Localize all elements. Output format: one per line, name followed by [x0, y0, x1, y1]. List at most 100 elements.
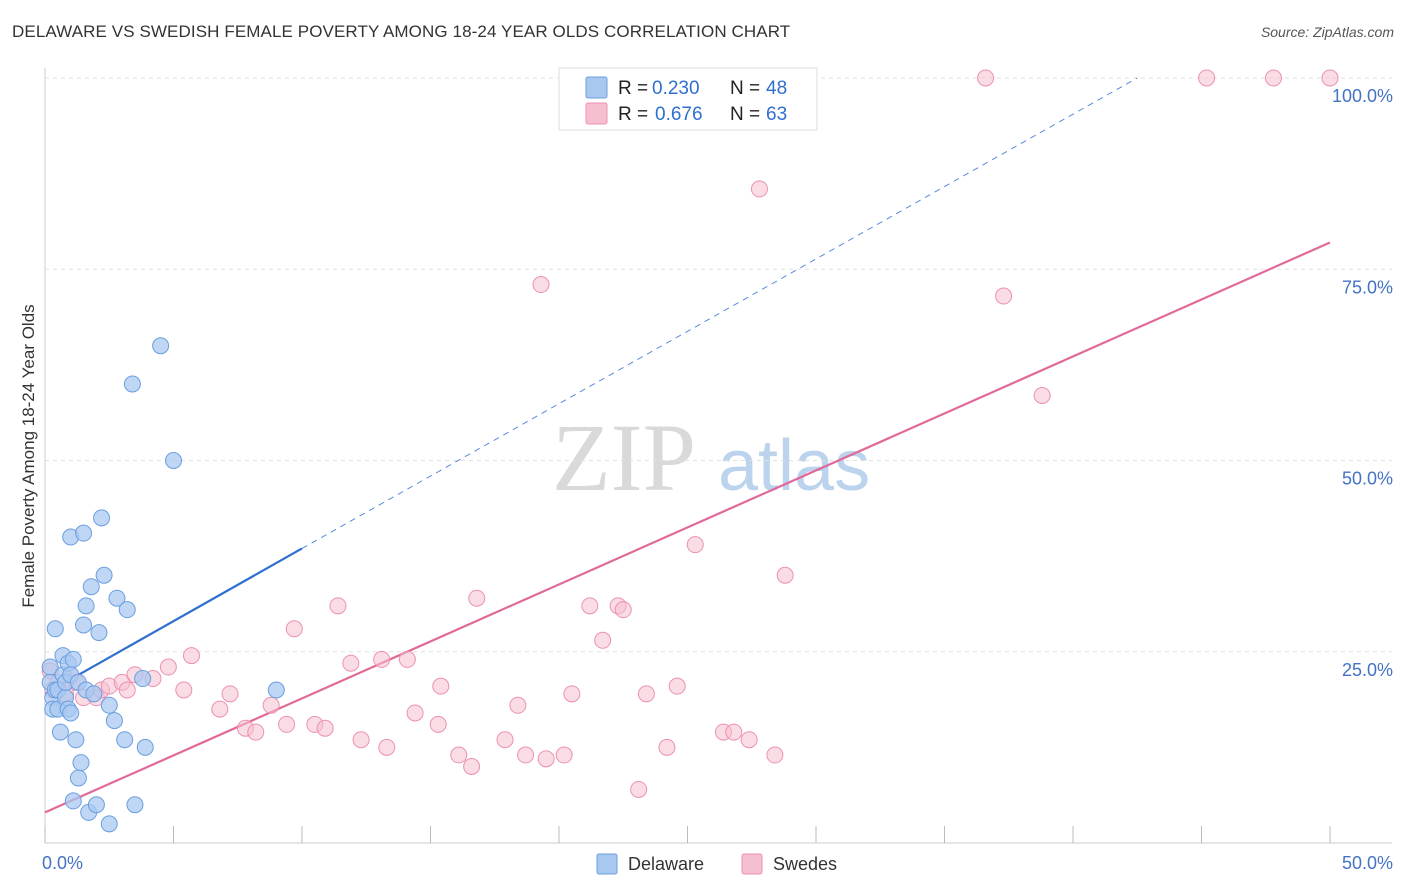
delaware-point — [46, 620, 64, 638]
series-legend-swatch-swedes — [741, 853, 763, 875]
delaware-point — [118, 601, 136, 619]
delaware-trend-line — [44, 547, 303, 695]
swedes-point — [614, 601, 632, 619]
delaware-point — [85, 685, 103, 703]
delaware-point — [75, 616, 93, 634]
delaware-point — [116, 731, 134, 749]
swedes-point — [517, 746, 535, 764]
swedes-point — [468, 589, 486, 607]
swedes-point — [1198, 69, 1216, 87]
delaware-point — [77, 597, 95, 615]
legend-r-value: 0.676 — [655, 104, 703, 125]
swedes-point — [373, 650, 391, 668]
swedes-point — [211, 700, 229, 718]
series-legend-label-swedes: Swedes — [773, 854, 837, 874]
swedes-point — [247, 723, 265, 741]
swedes-point — [563, 685, 581, 703]
swedes-point — [581, 597, 599, 615]
legend-n-value: 48 — [766, 78, 787, 99]
swedes-point — [766, 746, 784, 764]
delaware-point — [64, 792, 82, 810]
swedes-point — [658, 738, 676, 756]
trend-lines — [44, 77, 1331, 814]
delaware-point — [62, 704, 80, 722]
delaware-point — [82, 578, 100, 596]
delaware-point — [75, 524, 93, 542]
delaware-point — [152, 337, 170, 355]
swedes-point — [429, 715, 447, 733]
gridlines — [45, 77, 1392, 653]
delaware-trend-extension — [301, 77, 1138, 549]
delaware-point — [100, 696, 118, 714]
delaware-points — [41, 337, 285, 833]
delaware-point — [93, 509, 111, 527]
watermark: ZIP atlas — [552, 404, 870, 511]
swedes-point — [182, 647, 200, 665]
swedes-point — [1033, 386, 1051, 404]
delaware-point — [100, 815, 118, 833]
swedes-point — [285, 620, 303, 638]
series-legend-label-delaware: Delaware — [628, 854, 704, 874]
swedes-point — [725, 723, 743, 741]
swedes-point — [668, 677, 686, 695]
swedes-point — [750, 180, 768, 198]
delaware-point — [108, 589, 126, 607]
swedes-point — [262, 696, 280, 714]
y-axis-title: Female Poverty Among 18-24 Year Olds — [19, 304, 38, 607]
legend-r-label: R = — [618, 78, 648, 99]
swedes-point — [316, 719, 334, 737]
swedes-point — [496, 731, 514, 749]
delaware-point — [87, 796, 105, 814]
delaware-point — [267, 681, 285, 699]
swedes-point — [221, 685, 239, 703]
delaware-point — [90, 624, 108, 642]
y-tick-labels: 25.0% 50.0% 75.0% 100.0% — [1332, 86, 1393, 680]
y-tick-label: 25.0% — [1342, 660, 1393, 680]
x-tick-label: 50.0% — [1342, 853, 1393, 873]
swedes-point — [406, 704, 424, 722]
swedes-trend-line — [44, 241, 1331, 814]
swedes-point — [686, 536, 704, 554]
swedes-point — [594, 631, 612, 649]
delaware-point — [123, 375, 141, 393]
delaware-point — [51, 723, 69, 741]
swedes-point — [537, 750, 555, 768]
delaware-point — [134, 670, 152, 688]
legend-n-value: 63 — [766, 104, 787, 125]
delaware-point — [136, 738, 154, 756]
legend-n-label: N = — [730, 104, 760, 125]
legend-r-value: 0.230 — [652, 78, 700, 99]
swedes-point — [509, 696, 527, 714]
swedes-point — [1321, 69, 1339, 87]
watermark-zip: ZIP — [552, 404, 696, 511]
delaware-point — [69, 769, 87, 787]
swedes-point — [776, 566, 794, 584]
legend-swatch-swedes — [585, 102, 608, 125]
series-legend: Delaware Swedes — [596, 853, 837, 875]
swedes-point — [118, 681, 136, 699]
swedes-point — [740, 731, 758, 749]
y-tick-label: 75.0% — [1342, 277, 1393, 297]
swedes-point — [432, 677, 450, 695]
swedes-point — [159, 658, 177, 676]
swedes-point — [463, 758, 481, 775]
swedes-point — [342, 654, 360, 672]
swedes-point — [1264, 69, 1282, 87]
y-tick-label: 100.0% — [1332, 86, 1393, 106]
stats-legend: R = 0.230 N = 48 R = 0.676 N = 63 — [558, 67, 818, 131]
axes — [44, 68, 1392, 844]
delaware-point — [67, 731, 85, 749]
swedes-point — [630, 780, 648, 798]
swedes-point — [555, 746, 573, 764]
swedes-point — [532, 276, 550, 294]
delaware-point — [72, 754, 90, 772]
legend-swatch-delaware — [585, 76, 608, 99]
delaware-point — [105, 712, 123, 730]
swedes-point — [637, 685, 655, 703]
swedes-point — [398, 650, 416, 668]
swedes-point — [995, 287, 1013, 305]
legend-r-label: R = — [618, 104, 648, 125]
delaware-point — [64, 650, 82, 668]
legend-n-label: N = — [730, 78, 760, 99]
